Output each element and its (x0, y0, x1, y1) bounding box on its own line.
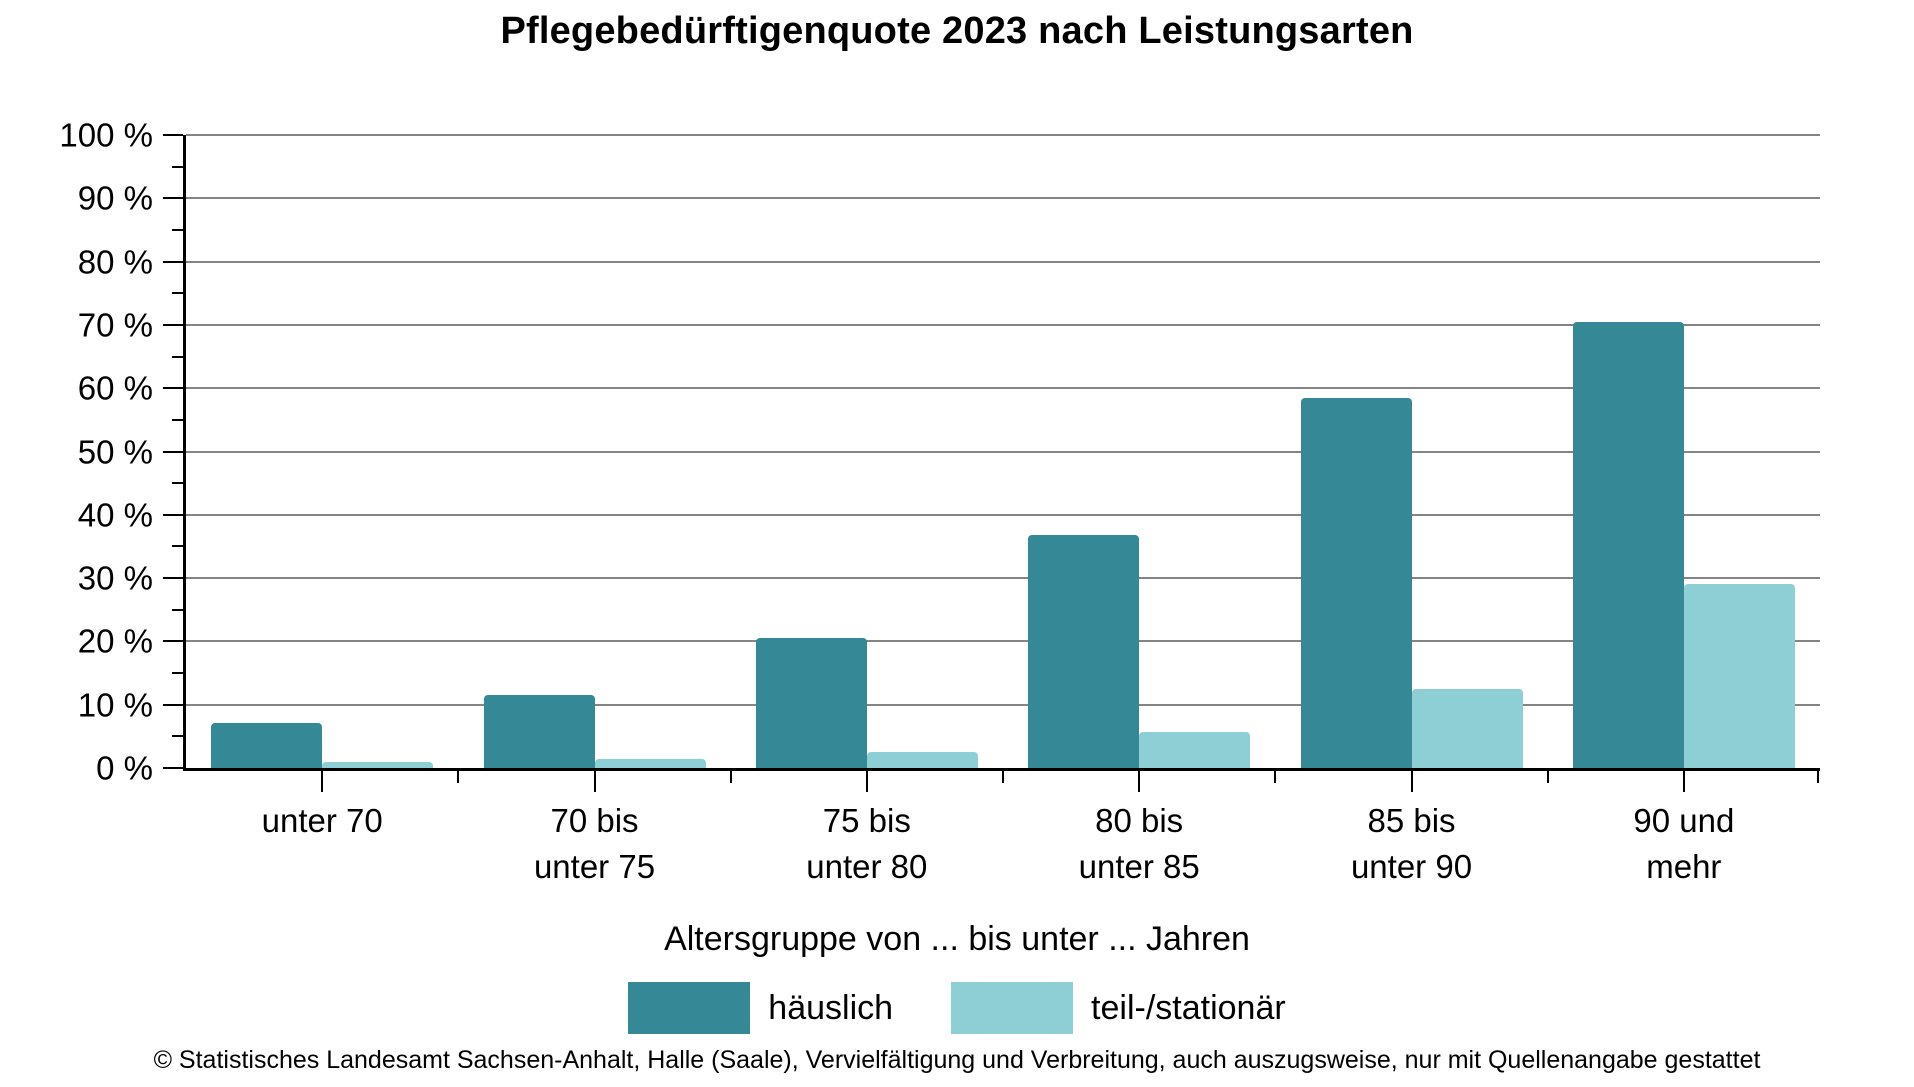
x-tick-label-line: 85 bis (1367, 802, 1456, 839)
gridline (186, 577, 1820, 580)
y-axis-minor-tick (172, 482, 183, 485)
x-tick-label-line: 70 bis (550, 802, 639, 839)
x-axis-title: Altersgruppe von ... bis unter ... Jahre… (664, 920, 1250, 958)
y-axis-minor-tick (172, 228, 183, 231)
x-axis-minor-tick (729, 771, 732, 783)
gridline (186, 323, 1820, 326)
x-tick-label-line: unter 75 (533, 848, 656, 885)
y-tick-label: 50 % (77, 433, 153, 470)
x-tick-label-line: 90 und (1633, 802, 1735, 839)
y-axis-major-tick (163, 767, 183, 769)
x-axis-minor-tick (1817, 771, 1819, 783)
x-axis-minor-tick (1002, 771, 1004, 783)
bar-teil--station-r (1139, 731, 1251, 768)
x-axis-major-tick (1682, 771, 1685, 792)
y-axis-major-tick (163, 323, 183, 326)
legend-swatch-teil-stationaer (951, 982, 1074, 1034)
x-axis-minor-tick (457, 771, 460, 783)
legend-swatch-haeuslich (628, 982, 751, 1034)
y-axis-major-tick (163, 134, 183, 136)
y-axis-major-tick (163, 577, 183, 580)
bar-teil--station-r (594, 758, 706, 768)
y-tick-label: 90 % (77, 179, 153, 217)
gridline (186, 387, 1820, 390)
legend-label-teil-stationaer: teil-/stationär (1091, 988, 1286, 1027)
legend-item-teil-stationaer: teil-/stationär (951, 982, 1286, 1034)
x-tick-label: 85 bis unter 90 (1351, 798, 1472, 890)
x-tick-label-line: unter 70 (261, 802, 383, 839)
bar-h-uslich (1300, 398, 1412, 768)
x-axis-major-tick (865, 771, 868, 792)
y-axis-major-tick (163, 703, 183, 706)
x-tick-label: unter 70 (262, 798, 383, 844)
gridline (186, 260, 1820, 263)
bar-h-uslich (483, 695, 595, 768)
legend-label-haeuslich: häuslich (768, 988, 894, 1027)
x-axis-major-tick (1138, 771, 1141, 792)
x-axis-major-tick (1410, 771, 1413, 792)
y-axis-major-tick (163, 197, 183, 200)
y-tick-label: 20 % (77, 622, 153, 660)
y-axis-minor-tick (172, 418, 183, 421)
y-tick-label: 70 % (77, 306, 153, 344)
x-tick-label-line: unter 90 (1350, 848, 1473, 885)
bar-h-uslich (1028, 535, 1140, 768)
x-axis-major-tick (321, 771, 324, 792)
y-axis-minor-tick (172, 165, 183, 168)
bar-teil--station-r (1411, 688, 1523, 768)
gridline (186, 197, 1820, 200)
y-tick-label: 100 % (59, 116, 153, 154)
x-tick-label-line: unter 85 (1078, 848, 1200, 885)
y-tick-label: 30 % (77, 559, 153, 597)
y-axis-minor-tick (172, 735, 183, 738)
x-tick-label-line: 75 bis (822, 802, 911, 839)
y-tick-label: 80 % (77, 243, 153, 281)
y-axis-minor-tick (172, 292, 183, 295)
x-tick-label-line: 80 bis (1095, 802, 1184, 839)
x-axis-major-tick (593, 771, 596, 792)
y-axis-minor-tick (172, 672, 183, 675)
y-axis-major-tick (163, 513, 183, 516)
y-axis-minor-tick (172, 355, 183, 358)
bar-teil--station-r (322, 761, 434, 768)
x-tick-label: 90 und mehr (1633, 798, 1734, 890)
gridline (186, 450, 1820, 453)
bar-teil--station-r (866, 751, 978, 768)
bar-h-uslich (211, 723, 323, 768)
y-axis-major-tick (163, 640, 183, 643)
y-tick-label: 0 % (96, 749, 153, 787)
x-tick-label-line: unter 80 (806, 848, 928, 885)
y-axis-minor-tick (172, 545, 183, 548)
plot-area: 0 % 10 % 20 % 30 % 40 % 50 % 60 % 70 % 80 % 90 % 1… (59, 119, 1820, 885)
bar-h-uslich (755, 638, 867, 768)
x-tick-label: 80 bis unter 85 (1079, 798, 1200, 890)
x-tick-label: 75 bis unter 80 (806, 798, 927, 890)
gridline (186, 134, 1820, 136)
gridline (186, 703, 1820, 706)
x-axis-minor-tick (1274, 771, 1277, 783)
x-axis-minor-tick (1546, 771, 1549, 783)
source-note: © Statistisches Landesamt Sachsen-Anhalt… (153, 1046, 1761, 1074)
y-axis-major-tick (163, 450, 183, 453)
y-tick-label: 40 % (77, 496, 153, 534)
y-axis-major-tick (163, 260, 183, 263)
legend: häuslich teil-/stationär (0, 982, 1914, 1034)
y-axis-major-tick (163, 387, 183, 390)
bar-h-uslich (1572, 321, 1684, 768)
bar-teil--station-r (1683, 584, 1795, 768)
gridline (186, 513, 1820, 516)
gridline (186, 640, 1820, 643)
y-tick-label: 60 % (77, 369, 153, 407)
y-tick-label: 10 % (77, 686, 153, 724)
x-tick-label: 70 bis unter 75 (534, 798, 655, 890)
chart-title: Pflegebedürftigenquote 2023 nach Leistun… (500, 10, 1414, 52)
x-tick-label-line: mehr (1646, 848, 1722, 885)
legend-item-haeuslich: häuslich (628, 982, 893, 1034)
y-axis-minor-tick (172, 608, 183, 611)
